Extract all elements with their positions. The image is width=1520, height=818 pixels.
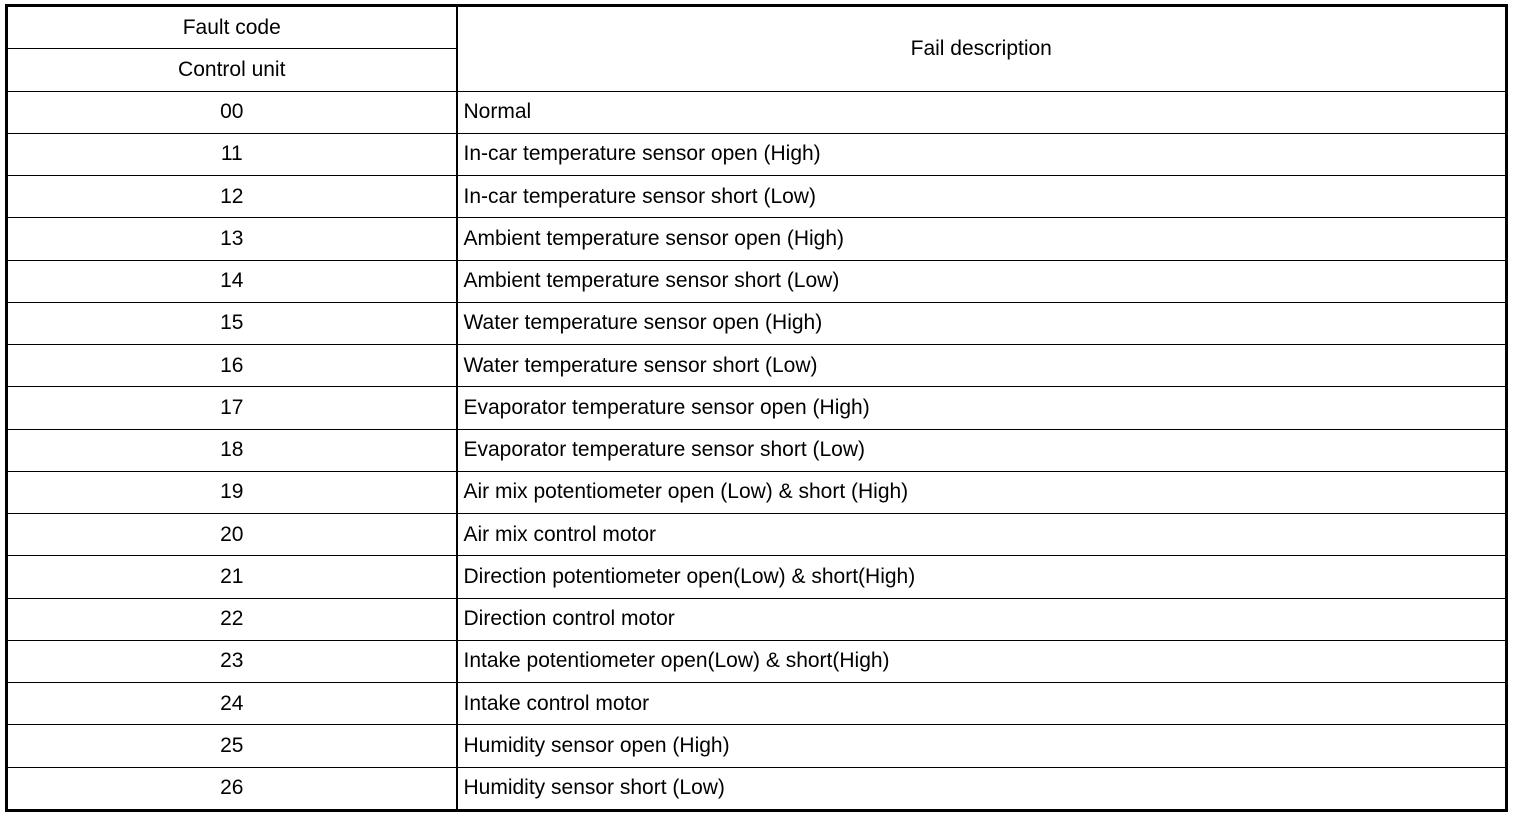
fault-code-cell: 26	[6, 766, 458, 812]
fault-code-cell: 21	[6, 555, 458, 599]
fail-description-cell: Direction potentiometer open(Low) & shor…	[456, 555, 1507, 599]
table-row: 14 Ambient temperature sensor short (Low)	[6, 259, 1507, 303]
table-row: 12 In-car temperature sensor short (Low)	[6, 175, 1507, 219]
fault-code-cell: 23	[6, 639, 458, 684]
fail-description-cell: Humidity sensor open (High)	[456, 724, 1507, 768]
fault-code-cell: 13	[6, 217, 458, 261]
fail-description-cell: Water temperature sensor open (High)	[456, 301, 1507, 346]
fault-code-cell: 14	[6, 259, 458, 303]
fault-code-cell: 16	[6, 344, 458, 388]
fault-code-cell: 18	[6, 428, 458, 472]
header-control-unit: Control unit	[6, 48, 458, 92]
table-row: 26 Humidity sensor short (Low)	[6, 766, 1507, 812]
table-row: 18 Evaporator temperature sensor short (L…	[6, 428, 1507, 472]
table-row: 16 Water temperature sensor short (Low)	[6, 344, 1507, 388]
table-row: 00 Normal	[6, 90, 1507, 134]
fault-code-cell: 17	[6, 386, 458, 430]
fault-code-cell: 24	[6, 682, 458, 726]
table-row: 20 Air mix control motor	[6, 513, 1507, 557]
fail-description-cell: Normal	[456, 90, 1507, 134]
header-row: Fault code Fail description	[6, 4, 1507, 92]
table-row: 23 Intake potentiometer open(Low) & short…	[6, 639, 1507, 684]
table-row: 13 Ambient temperature sensor open (High)	[6, 217, 1507, 261]
fail-description-cell: Ambient temperature sensor short (Low)	[456, 259, 1507, 303]
table-row: 22 Direction control motor	[6, 597, 1507, 641]
header-row: Control unit	[6, 48, 1507, 92]
table-row: 21 Direction potentiometer open(Low) & sh…	[6, 555, 1507, 599]
fault-code-cell: 19	[6, 470, 458, 515]
header-fail-description: Fail description	[456, 5, 1507, 92]
fail-description-cell: Direction control motor	[456, 597, 1507, 641]
fail-description-cell: Ambient temperature sensor open (High)	[456, 217, 1507, 261]
fail-description-cell: Intake potentiometer open(Low) & short(H…	[456, 639, 1507, 684]
fault-code-table: Fault code Fail description Control unit…	[5, 4, 1508, 812]
table-row: 25 Humidity sensor open (High)	[6, 724, 1507, 768]
fail-description-cell: Evaporator temperature sensor open (High…	[456, 386, 1507, 430]
header-fault-code: Fault code	[6, 4, 458, 50]
fail-description-cell: Water temperature sensor short (Low)	[456, 344, 1507, 388]
fault-code-cell: 25	[6, 724, 458, 768]
table-row: 15 Water temperature sensor open (High)	[6, 301, 1507, 346]
fail-description-cell: In-car temperature sensor open (High)	[456, 132, 1507, 177]
fail-description-cell: Air mix potentiometer open (Low) & short…	[456, 470, 1507, 515]
table-row: 24 Intake control motor	[6, 682, 1507, 726]
fault-code-cell: 00	[6, 90, 458, 134]
fail-description-cell: Humidity sensor short (Low)	[456, 766, 1507, 812]
fail-description-cell: In-car temperature sensor short (Low)	[456, 175, 1507, 219]
table-row: 19 Air mix potentiometer open (Low) & sho…	[6, 470, 1507, 515]
fault-code-cell: 22	[6, 597, 458, 641]
fail-description-cell: Evaporator temperature sensor short (Low…	[456, 428, 1507, 472]
table-body: Fault code Fail description Control unit…	[6, 4, 1507, 812]
table-row: 17 Evaporator temperature sensor open (Hi…	[6, 386, 1507, 430]
fault-code-cell: 11	[6, 132, 458, 177]
fail-description-cell: Intake control motor	[456, 682, 1507, 726]
fault-code-cell: 15	[6, 301, 458, 346]
fail-description-cell: Air mix control motor	[456, 513, 1507, 557]
fault-code-cell: 20	[6, 513, 458, 557]
table-row: 11 In-car temperature sensor open (High)	[6, 132, 1507, 177]
fault-code-cell: 12	[6, 175, 458, 219]
